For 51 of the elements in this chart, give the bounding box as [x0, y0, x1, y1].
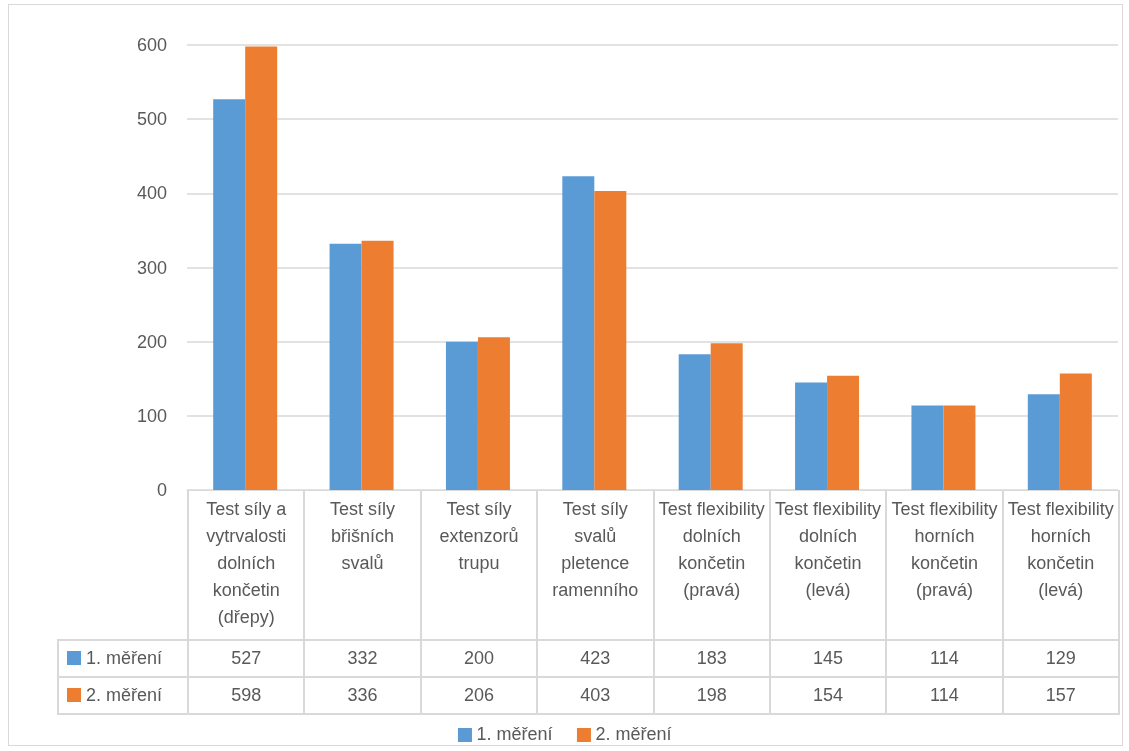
bar: [1027, 394, 1060, 490]
data-label: 332: [304, 640, 421, 677]
x-tick-label: Test síly břišních svalů: [304, 490, 421, 640]
x-tick-label: Test flexibility dolních končetin (levá): [769, 490, 887, 640]
bar: [329, 243, 362, 490]
text: 1. měření: [476, 724, 553, 744]
data-label: 423: [537, 640, 654, 677]
bar: [562, 176, 595, 490]
bar: [245, 46, 278, 490]
legend-label: 1. měření: [58, 640, 188, 677]
y-tick-label: 500: [136, 109, 167, 130]
y-tick-label: 100: [136, 405, 167, 426]
x-tick-label: Test flexibility horních končetin (pravá): [886, 490, 1003, 640]
data-label: 527: [188, 640, 305, 677]
x-tick-label: Test flexibility horních končetin (levá): [1002, 490, 1119, 640]
bar: [213, 99, 246, 490]
data-label: 206: [420, 677, 538, 714]
data-label: 336: [304, 677, 421, 714]
x-tick-label: Test síly a vytrvalosti dolních končetin (dřepy): [188, 490, 305, 640]
data-label: 403: [537, 677, 654, 714]
data-label: 157: [1002, 677, 1119, 714]
legend-label: 2. měření: [58, 677, 188, 714]
y-tick-label: 600: [136, 35, 167, 55]
bar: [943, 405, 976, 490]
y-tick-label: 0: [156, 480, 167, 500]
y-tick-label: 300: [136, 257, 167, 278]
bar: [911, 405, 944, 490]
y-tick-label: 400: [136, 183, 167, 204]
y-tick-label: 200: [136, 331, 167, 352]
bar: [827, 375, 860, 490]
data-label: 598: [188, 677, 305, 714]
data-label: 114: [886, 640, 1003, 677]
x-tick-label: Test síly extenzorů trupu: [420, 490, 538, 640]
bar: [795, 382, 828, 490]
x-tick-label: Test flexibility dolních končetin (pravá): [653, 490, 770, 640]
data-label: 200: [420, 640, 538, 677]
x-tick-label: Test síly svalů pletence ramenního: [537, 490, 654, 640]
bar: [477, 337, 510, 490]
data-label: 154: [769, 677, 887, 714]
bar: [594, 191, 627, 490]
bar: [445, 341, 478, 490]
bar: [361, 240, 394, 490]
bar: [678, 354, 711, 490]
text: 2. měření: [595, 724, 672, 744]
data-label: 198: [653, 677, 770, 714]
data-label: 129: [1002, 640, 1119, 677]
data-label: 145: [769, 640, 887, 677]
data-label: 114: [886, 677, 1003, 714]
bar: [710, 343, 743, 490]
data-label: 183: [653, 640, 770, 677]
bar: [1059, 373, 1092, 490]
